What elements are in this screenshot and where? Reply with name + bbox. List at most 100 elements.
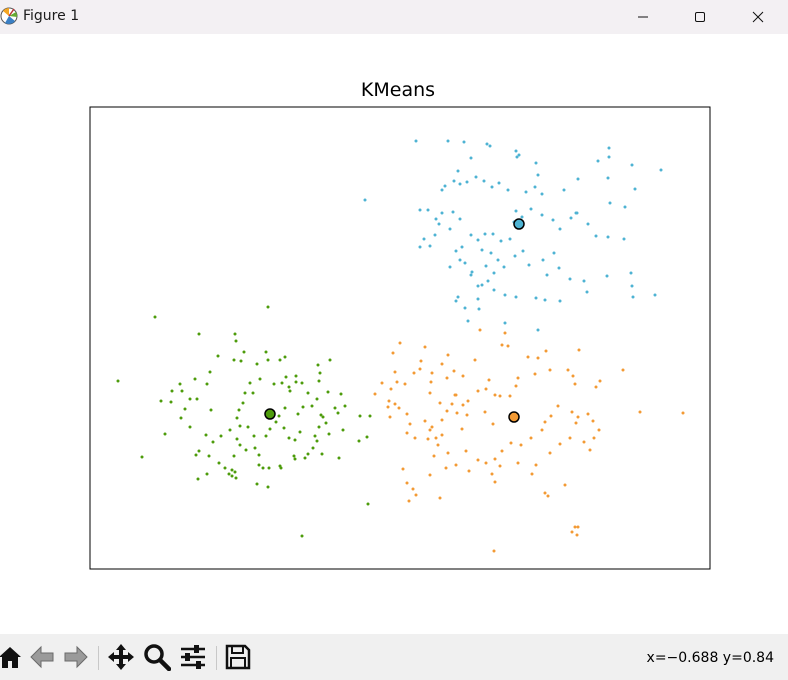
cluster-2-point <box>440 418 444 422</box>
cluster-1-point <box>585 290 589 294</box>
cluster-1-point <box>483 232 487 236</box>
cluster-2-point <box>393 402 397 406</box>
cluster-3-point <box>278 358 282 362</box>
cluster-1-point <box>491 232 495 236</box>
cluster-2-point <box>391 351 395 355</box>
cluster-2-point <box>450 402 454 406</box>
cluster-2-point <box>454 393 458 397</box>
cluster-1-point <box>433 233 437 237</box>
cluster-1-point <box>477 307 481 311</box>
cluster-1-point <box>659 168 663 172</box>
cluster-1-point <box>434 217 438 221</box>
cluster-2-point <box>428 428 432 432</box>
configure-subplots-button[interactable] <box>179 643 207 671</box>
forward-icon <box>64 645 88 669</box>
cluster-2-point <box>568 436 572 440</box>
cluster-2-point <box>476 389 480 393</box>
cluster-3-point <box>316 363 320 367</box>
cluster-2-point <box>446 353 450 357</box>
cluster-1-point <box>562 188 566 192</box>
cluster-2-point <box>548 451 552 455</box>
cluster-3-centroid <box>264 408 276 420</box>
cluster-3-point <box>336 411 340 415</box>
cluster-3-point <box>277 414 281 418</box>
cluster-3-point <box>264 434 268 438</box>
figure-canvas[interactable]: KMeans <box>0 34 788 634</box>
save-icon <box>225 644 251 670</box>
cluster-2-point <box>503 331 507 335</box>
cluster-3-point <box>326 390 330 394</box>
cluster-2-point <box>544 349 548 353</box>
cluster-1-point <box>458 217 462 221</box>
cluster-2-point <box>500 343 504 347</box>
cluster-1-point <box>520 215 524 219</box>
cluster-1-point <box>633 187 637 191</box>
cluster-1-point <box>606 176 610 180</box>
cluster-1-point <box>443 184 447 188</box>
cluster-2-point <box>405 481 409 485</box>
cluster-3-point <box>288 389 292 393</box>
cluster-3-point <box>284 375 288 379</box>
window-titlebar: Figure 1 <box>0 0 788 34</box>
cluster-1-point <box>440 188 444 192</box>
cluster-1-point <box>414 139 418 143</box>
cluster-3-point <box>244 448 248 452</box>
cluster-1-point <box>462 140 466 144</box>
cluster-3-point <box>253 446 257 450</box>
cluster-2-point <box>508 394 512 398</box>
maximize-button[interactable] <box>677 0 723 34</box>
cluster-1-point <box>607 146 611 150</box>
cluster-3-point <box>315 439 319 443</box>
cluster-1-point <box>469 233 473 237</box>
cluster-3-point <box>219 434 223 438</box>
home-button[interactable] <box>0 643 24 671</box>
cluster-2-point <box>405 431 409 435</box>
cluster-1-point <box>480 283 484 287</box>
cluster-2-point <box>681 411 685 415</box>
cluster-2-point <box>389 387 393 391</box>
configure-subplots-icon <box>181 645 205 669</box>
cluster-1-point <box>545 273 549 277</box>
zoom-icon <box>144 644 171 671</box>
cluster-2-point <box>549 414 553 418</box>
minimize-button[interactable] <box>620 0 666 34</box>
cluster-3-point <box>227 472 231 476</box>
cluster-3-point <box>140 455 144 459</box>
cluster-3-point <box>333 406 337 410</box>
cluster-1-point <box>631 295 635 299</box>
cluster-1-point <box>456 295 460 299</box>
cluster-3-point <box>266 358 270 362</box>
cluster-1-point <box>496 258 500 262</box>
cluster-3-point <box>283 355 287 359</box>
navigation-toolbar: x=−0.688 y=0.84 <box>0 634 788 680</box>
cluster-1-point <box>488 144 492 148</box>
cluster-3-point <box>255 362 259 366</box>
cluster-2-point <box>445 376 449 380</box>
cluster-2-point <box>570 410 574 414</box>
cluster-3-point <box>368 414 372 418</box>
forward-button[interactable] <box>62 643 90 671</box>
cluster-2-point <box>594 385 598 389</box>
cluster-3-point <box>246 425 250 429</box>
chart-title: KMeans <box>361 79 435 101</box>
close-button[interactable] <box>735 0 781 34</box>
cluster-1-point <box>497 181 501 185</box>
cluster-3-point <box>343 404 347 408</box>
pan-button[interactable] <box>107 643 135 671</box>
cluster-2-point <box>452 369 456 373</box>
toolbar-separator <box>216 646 217 670</box>
cluster-3-point <box>234 339 238 343</box>
cluster-3-point <box>209 408 213 412</box>
cluster-1-point <box>608 201 612 205</box>
cluster-3-point <box>242 350 246 354</box>
cluster-2-point <box>533 372 537 376</box>
cluster-1-point <box>503 321 507 325</box>
save-button[interactable] <box>224 643 252 671</box>
cluster-1-centroid <box>513 218 525 230</box>
cluster-2-point <box>543 420 547 424</box>
cluster-1-point <box>586 222 590 226</box>
cluster-3-point <box>255 482 259 486</box>
cluster-2-point <box>588 448 592 452</box>
back-button[interactable] <box>28 643 56 671</box>
zoom-button[interactable] <box>143 643 171 671</box>
